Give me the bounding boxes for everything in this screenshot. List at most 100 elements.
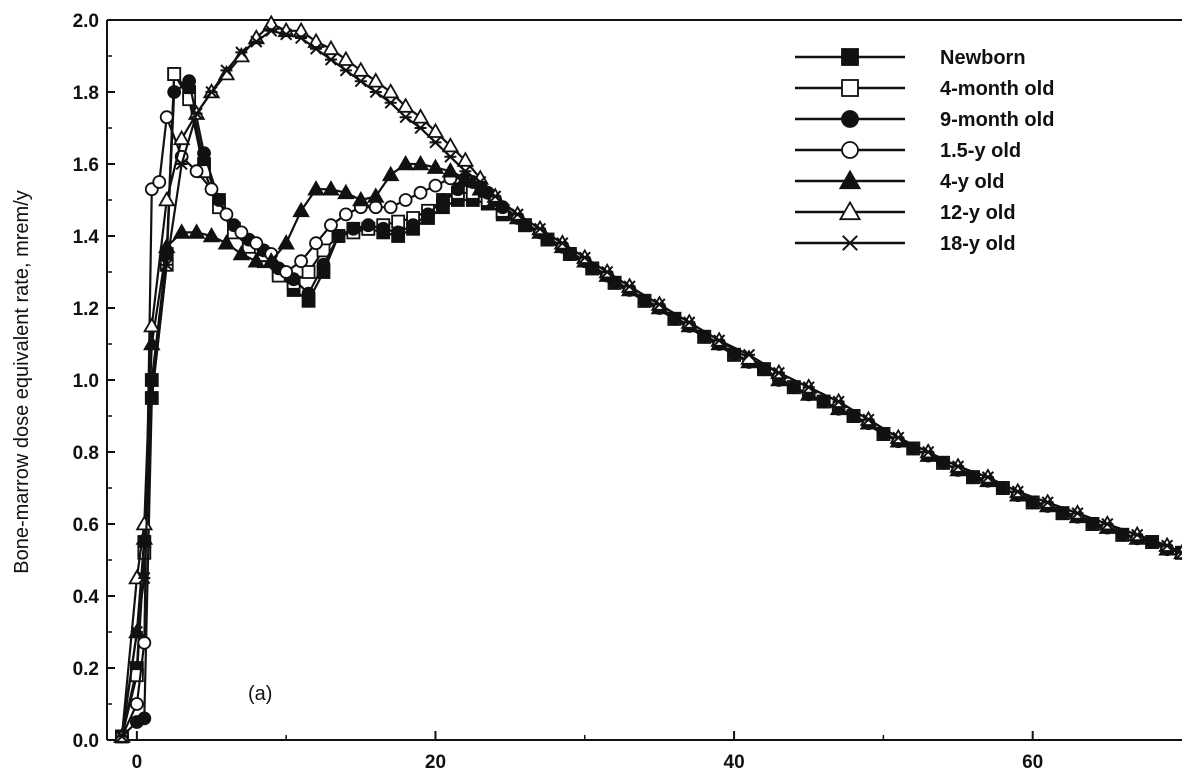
data-point xyxy=(1160,539,1174,552)
data-point xyxy=(322,180,340,196)
data-point xyxy=(384,96,397,109)
legend-label: 4-month old xyxy=(940,78,1054,100)
data-point xyxy=(838,169,862,190)
data-point xyxy=(406,218,420,233)
data-point xyxy=(277,234,295,250)
data-point xyxy=(115,730,129,743)
data-point xyxy=(145,391,158,405)
data-point xyxy=(339,64,352,77)
data-point xyxy=(135,514,154,531)
data-point xyxy=(234,225,249,240)
data-point xyxy=(429,136,442,149)
data-point xyxy=(829,399,848,416)
data-point xyxy=(421,207,435,222)
data-point xyxy=(159,110,174,125)
data-point xyxy=(772,366,785,379)
data-point xyxy=(167,85,182,99)
data-point xyxy=(324,218,338,233)
data-point xyxy=(280,28,293,41)
data-point xyxy=(167,67,182,81)
data-point xyxy=(279,265,294,279)
data-point xyxy=(471,180,490,196)
data-point xyxy=(137,635,152,650)
data-point xyxy=(217,234,236,250)
data-point xyxy=(1071,507,1084,520)
series-line xyxy=(120,162,1182,737)
data-point xyxy=(137,711,152,726)
series-1-5-y-old xyxy=(115,110,1182,744)
y-tick-label: 2.0 xyxy=(73,11,99,32)
data-point xyxy=(265,24,278,37)
data-point xyxy=(1175,546,1182,559)
series-line xyxy=(120,116,1182,737)
data-point xyxy=(337,50,355,66)
data-point xyxy=(842,235,858,251)
data-point xyxy=(369,85,382,99)
data-point xyxy=(436,193,450,207)
data-point xyxy=(428,178,443,193)
x-tick-label: 0 xyxy=(132,752,143,773)
data-point xyxy=(441,162,460,178)
legend-item: 18-y old xyxy=(795,233,1016,255)
y-tick-label: 0.0 xyxy=(73,731,99,752)
x-tick-label: 20 xyxy=(425,752,446,773)
data-point xyxy=(152,175,167,189)
data-point xyxy=(129,697,144,711)
series-line xyxy=(120,29,1182,737)
data-point xyxy=(841,48,859,66)
data-point xyxy=(862,413,875,426)
legend-item: 1.5-y old xyxy=(795,140,1021,162)
series-4-y-old xyxy=(113,154,1182,743)
y-tick-label: 0.8 xyxy=(73,443,99,464)
y-tick-label: 1.2 xyxy=(73,299,99,320)
data-point xyxy=(249,236,264,251)
legend-item: 4-month old xyxy=(795,78,1054,100)
data-point xyxy=(301,286,316,301)
data-point xyxy=(381,165,400,182)
data-point xyxy=(204,182,219,197)
data-point xyxy=(250,35,263,48)
data-point xyxy=(316,257,331,272)
y-tick-label: 1.0 xyxy=(73,371,99,392)
data-point xyxy=(1131,528,1144,541)
data-point xyxy=(1011,485,1024,498)
series-line xyxy=(120,72,1182,737)
series-9-month-old xyxy=(115,74,1182,744)
data-point xyxy=(160,258,173,271)
data-point xyxy=(426,122,445,138)
data-point xyxy=(981,471,995,484)
data-point xyxy=(143,316,161,333)
data-point xyxy=(1041,496,1054,509)
data-point xyxy=(398,193,413,207)
legend-item: 12-y old xyxy=(795,200,1016,224)
data-point xyxy=(396,97,415,113)
data-point xyxy=(219,207,234,222)
panel-label: (a) xyxy=(248,683,272,705)
legend-label: 12-y old xyxy=(940,202,1016,224)
data-point xyxy=(411,108,430,124)
data-point xyxy=(892,431,905,444)
legend-label: 18-y old xyxy=(940,233,1016,255)
data-point xyxy=(841,141,859,159)
series-18-y-old xyxy=(115,24,1182,743)
data-point xyxy=(381,82,400,99)
data-point xyxy=(1101,517,1114,531)
data-point xyxy=(832,395,845,408)
legend-item: 4-y old xyxy=(795,169,1004,193)
data-point xyxy=(399,111,412,124)
data-point xyxy=(459,165,472,178)
data-point xyxy=(361,218,376,233)
data-point xyxy=(294,31,308,45)
data-point xyxy=(331,229,346,243)
data-point xyxy=(383,200,398,215)
data-point xyxy=(157,190,176,207)
data-point xyxy=(533,222,547,235)
data-point xyxy=(802,381,815,394)
data-point xyxy=(391,225,406,240)
data-point xyxy=(130,625,143,639)
data-point xyxy=(444,150,457,163)
y-tick-label: 1.8 xyxy=(73,83,99,104)
data-point xyxy=(202,226,221,243)
data-point xyxy=(352,190,370,207)
data-point xyxy=(352,61,370,77)
